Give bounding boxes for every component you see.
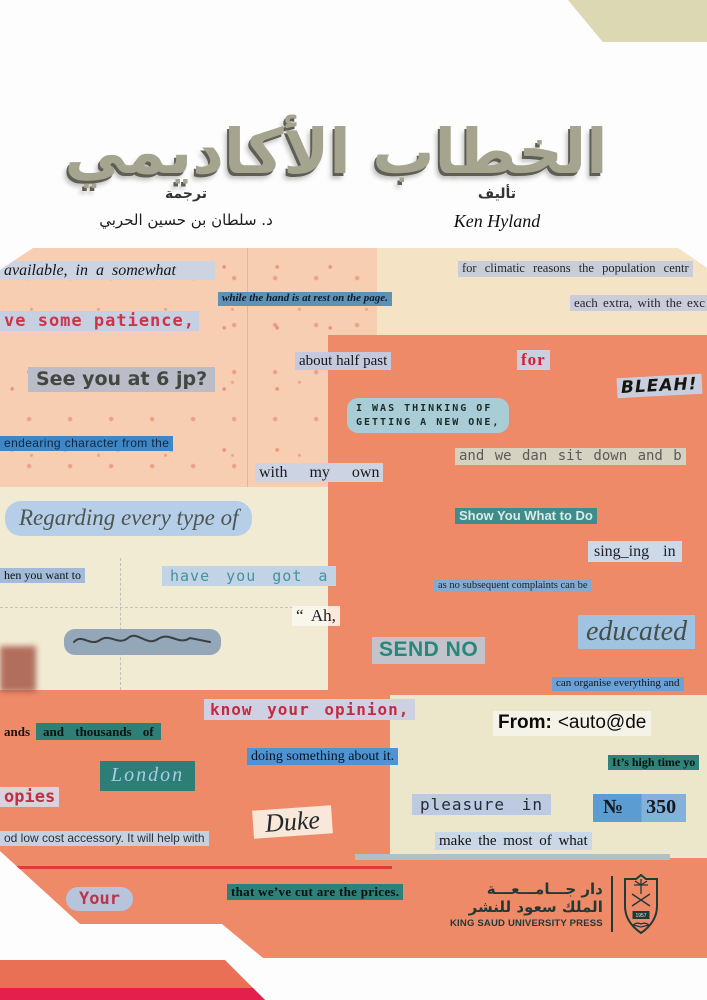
collage-snippet-duke: Duke xyxy=(252,805,333,839)
collage-snippet-pleasure-in: pleasure in xyxy=(412,794,551,816)
from-value: <auto@de xyxy=(557,712,647,733)
collage-snippet-endearing: endearing character from the xyxy=(0,436,174,451)
collage-snippet-thousands-rest: and thousands of xyxy=(36,723,161,740)
collage-artwork: available, in a somewhat while the hand … xyxy=(0,248,707,958)
bluegray-strip xyxy=(355,854,670,860)
fold-line xyxy=(0,607,328,608)
fold-line xyxy=(120,558,121,690)
collage-snippet-thinking: I WAS THINKING OF GETTING A NEW ONE, xyxy=(347,398,510,433)
collage-snippet-doing-something: doing something about it. xyxy=(247,748,399,766)
publisher-arabic-line2: الملك سعود للنشر xyxy=(468,897,603,916)
publisher-arabic-line1: دار جـــامـــعـــة xyxy=(486,879,603,898)
collage-snippet-cut-prices: that we’ve cut are the prices. xyxy=(227,884,404,901)
collage-snippet-while-hand: while the hand is at rest on the page. xyxy=(218,292,392,306)
collage-snippet-london: London xyxy=(100,761,196,791)
collage-snippet-thinking-line1: I WAS THINKING OF xyxy=(356,403,493,414)
collage-snippet-ah: “ Ah, xyxy=(292,606,340,627)
collage-snippet-patience: ve some patience, xyxy=(0,311,199,332)
collage-snippet-send-no: SEND NO xyxy=(372,637,486,664)
corner-wedge-decoration xyxy=(568,0,707,42)
collage-snippet-with-my-own: with my own xyxy=(255,463,384,483)
red-line xyxy=(14,866,392,869)
collage-snippet-complaints: as no subsequent complaints can be xyxy=(434,579,592,593)
publisher-english-name: KING SAUD UNIVERSITY PRESS xyxy=(450,917,603,929)
translator-label: ترجمة xyxy=(165,186,207,202)
collage-snippet-available: available, in a somewhat xyxy=(0,261,215,281)
book-title: الخطاب الأكاديمي xyxy=(64,114,608,188)
collage-snippet-have-you-got: have you got a xyxy=(162,566,337,587)
emblem-year: 1957 xyxy=(636,913,647,919)
collage-snippet-thinking-line2: GETTING A NEW ONE, xyxy=(356,416,501,428)
collage-snippet-organise: can organise everything and xyxy=(552,677,684,691)
collage-snippet-thousands-prefix: ands xyxy=(4,724,31,739)
palm-tree-glyph xyxy=(634,879,649,894)
scrawl-squiggle xyxy=(73,634,211,643)
fold-line xyxy=(247,248,248,487)
collage-snippet-hen-you-want: hen you want to xyxy=(0,568,85,583)
collage-snippet-singing: sing_ing in xyxy=(588,541,682,563)
collage-snippet-from: From: <auto@de xyxy=(493,711,652,736)
publisher-logo: دار جـــامـــعـــة الملك سعود للنشر KING… xyxy=(450,874,661,934)
open-book-glyph xyxy=(632,922,650,928)
collage-snippet-each-extra: each extra, with the exc xyxy=(570,295,707,312)
collage-snippet-low-cost: od low cost accessory. It will help with xyxy=(0,831,209,846)
publisher-text: دار جـــامـــعـــة الملك سعود للنشر KING… xyxy=(450,880,603,929)
collage-snippet-educated: educated xyxy=(578,615,696,650)
collage-snippet-thousands: ands and thousands of xyxy=(0,723,165,740)
collage-snippet-regarding: Regarding every type of xyxy=(5,501,253,536)
emblem-banner xyxy=(632,911,650,919)
crossed-swords-glyph xyxy=(631,893,651,907)
paint-smudge xyxy=(0,646,36,692)
publisher-divider-bar xyxy=(610,876,614,932)
author-name: Ken Hyland xyxy=(453,211,541,231)
collage-snippet-know-opinion: know your opinion, xyxy=(204,699,416,721)
from-label: From: xyxy=(498,712,552,733)
collage-snippet-high-time: It’s high time yo xyxy=(608,755,700,770)
collage-snippet-for: for xyxy=(517,350,550,371)
author-block: تأليف Ken Hyland xyxy=(397,186,597,232)
collage-snippet-climatic: for climatic reasons the population cent… xyxy=(458,261,693,277)
collage-snippet-number-350: № 350 xyxy=(593,794,687,822)
author-label: تأليف xyxy=(477,186,517,202)
collage-snippet-your: Your xyxy=(66,887,133,912)
collage-snippet-opies: opies xyxy=(0,787,60,808)
collage-snippet-show-you: Show You What to Do xyxy=(455,508,597,525)
collage-snippet-about-half-past: about half past xyxy=(295,352,392,371)
handwriting-scrawl xyxy=(64,629,221,656)
collage-snippet-see-you: See you at 6 jp? xyxy=(28,367,216,392)
ksu-shield-icon: 1957 xyxy=(624,874,659,934)
collage-snippet-sit-down: and we dan sit down and b xyxy=(455,448,686,466)
collage-snippet-make-most: make the most of what xyxy=(435,832,592,851)
translator-name: د. سلطان بن حسين الحربي xyxy=(99,211,273,229)
translator-block: ترجمة د. سلطان بن حسين الحربي xyxy=(86,186,286,229)
bottom-red-strip xyxy=(0,988,265,1000)
